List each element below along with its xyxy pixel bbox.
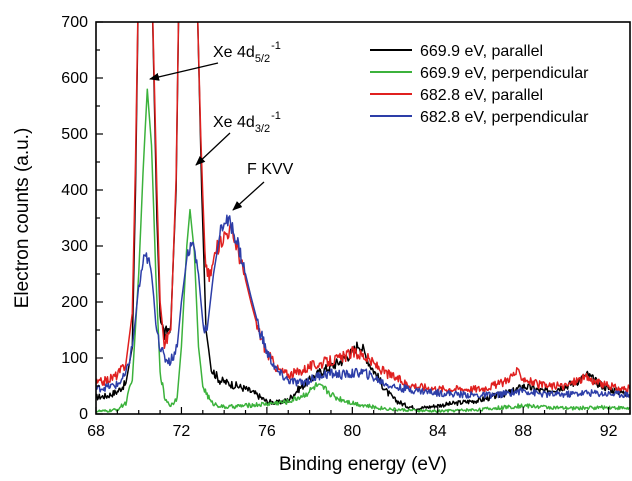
y-axis: 0 100 200 300 400 500 600 700 [61,14,103,423]
series-line [96,214,630,399]
y-tick-label: 400 [61,182,88,199]
legend-label: 682.8 eV, parallel [420,87,543,104]
annotation-label: Xe 4d3/2-1 [213,110,281,135]
legend-label: 669.9 eV, parallel [420,43,543,60]
annotation-arrow [195,132,231,166]
annotation-label: F KVV [247,161,294,178]
x-axis-title: Binding energy (eV) [279,454,447,475]
x-tick-label: 88 [514,423,532,440]
x-tick-label: 68 [87,423,105,440]
legend-label: 682.8 eV, perpendicular [420,109,589,126]
annotation-label: Xe 4d5/2-1 [213,40,281,65]
x-tick-label: 84 [429,423,447,440]
x-tick-label: 76 [258,423,276,440]
y-tick-label: 700 [61,14,88,31]
y-tick-label: 200 [61,294,88,311]
annotation-arrow [149,62,219,81]
y-tick-label: 500 [61,126,88,143]
x-tick-label: 80 [343,423,361,440]
series-line [96,88,630,414]
y-tick-label: 0 [79,406,88,423]
x-axis: 68 72 76 80 84 88 92 [87,407,631,440]
series-line [96,22,630,411]
series-line [96,22,630,394]
y-tick-label: 300 [61,238,88,255]
annotations: Xe 4d5/2-1 Xe 4d3/2-1 F KVV [149,40,294,211]
y-tick-label: 600 [61,70,88,87]
legend-label: 669.9 eV, perpendicular [420,65,589,82]
y-axis-title: Electron counts (a.u.) [12,128,33,309]
series-layer [96,22,630,414]
x-tick-label: 92 [600,423,618,440]
x-tick-label: 72 [173,423,191,440]
annotation-arrow [232,181,265,211]
legend: 669.9 eV, parallel 669.9 eV, perpendicula… [370,43,589,126]
y-tick-label: 100 [61,350,88,367]
